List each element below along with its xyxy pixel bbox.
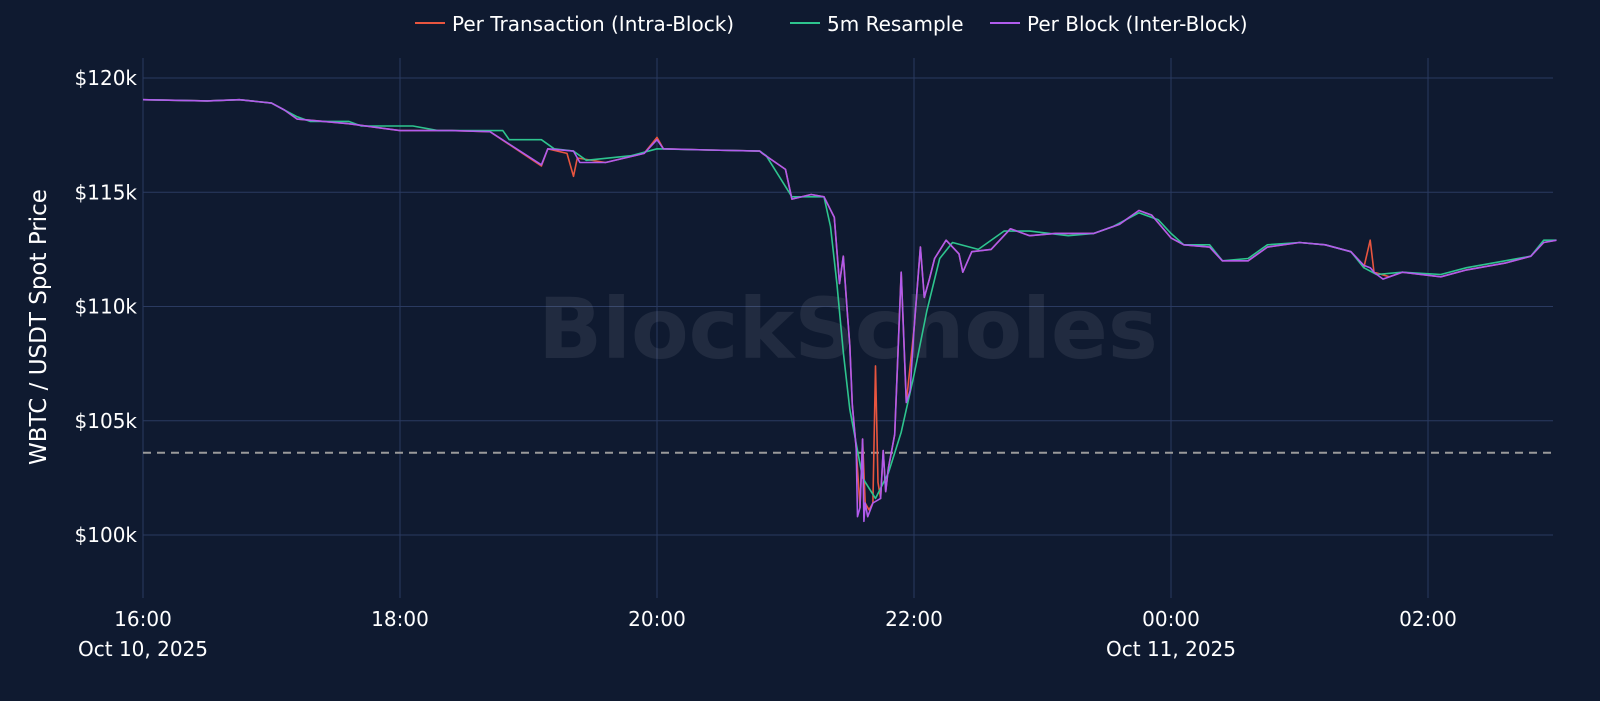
y-tick-label: $105k [75,409,138,433]
y-axis-title: WBTC / USDT Spot Price [26,189,52,465]
legend: Per Transaction (Intra-Block) 5m Resample… [415,12,1248,36]
y-tick-label: $100k [75,523,138,547]
legend-label: 5m Resample [827,12,964,36]
y-axis-ticks: $100k $105k $110k $115k $120k [75,66,138,547]
series-line-per-block [142,98,1557,523]
y-tick-label: $110k [75,295,138,319]
y-tick-label: $115k [75,180,138,204]
legend-label: Per Transaction (Intra-Block) [452,12,734,36]
x-tick-label: 22:00 [885,607,943,631]
legend-item-5m-resample: 5m Resample [790,12,964,36]
x-tick-label: 20:00 [628,607,686,631]
legend-item-per-block: Per Block (Inter-Block) [990,12,1248,36]
x-tick-label: 18:00 [371,607,429,631]
x-tick-label: 16:00 [114,607,172,631]
legend-label: Per Block (Inter-Block) [1027,12,1248,36]
grid [142,58,1553,598]
x-tick-date-label: Oct 11, 2025 [1106,637,1236,661]
x-tick-date-label: Oct 10, 2025 [78,637,208,661]
x-tick-label: 02:00 [1399,607,1457,631]
x-tick-label: 00:00 [1142,607,1200,631]
series-lines [142,98,1557,523]
legend-item-per-transaction: Per Transaction (Intra-Block) [415,12,734,36]
x-axis-ticks: 16:00 Oct 10, 2025 18:00 20:00 22:00 00:00 Oct… [78,607,1457,661]
y-tick-label: $120k [75,66,138,90]
